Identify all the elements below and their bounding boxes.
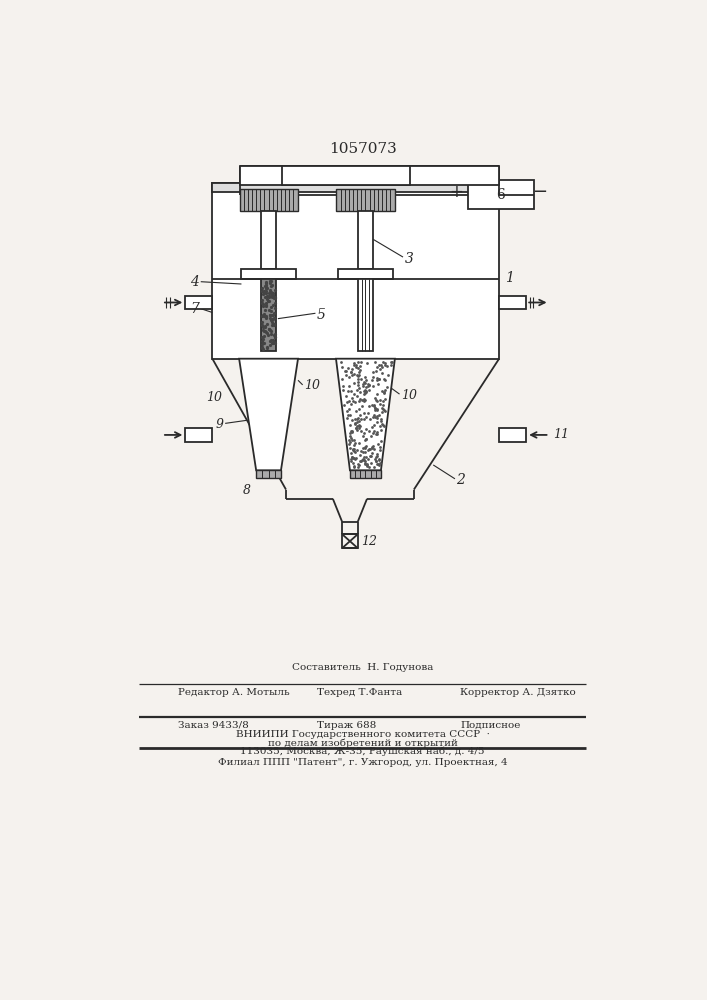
Bar <box>350 470 381 478</box>
Bar <box>282 166 410 185</box>
Bar <box>241 269 296 279</box>
Text: 7: 7 <box>190 302 199 316</box>
Bar <box>256 470 281 478</box>
Text: 2: 2 <box>457 473 465 487</box>
Text: Подписное: Подписное <box>460 721 521 730</box>
Text: ВНИИПИ Государственного комитета СССР  ·: ВНИИПИ Государственного комитета СССР · <box>236 730 490 739</box>
Text: Составитель  Н. Годунова: Составитель Н. Годунова <box>292 663 433 672</box>
Bar <box>337 189 395 211</box>
Polygon shape <box>239 359 298 470</box>
Text: −: − <box>532 183 547 201</box>
Text: 10: 10 <box>206 391 222 404</box>
Text: 5: 5 <box>317 308 326 322</box>
Bar <box>261 279 276 351</box>
Text: 8: 8 <box>243 484 251 497</box>
Bar <box>499 428 526 442</box>
Text: 113035, Москва, Ж-35, Раушская наб., д. 4/5: 113035, Москва, Ж-35, Раушская наб., д. … <box>240 747 485 756</box>
Bar <box>185 296 212 309</box>
Bar <box>212 183 499 192</box>
Bar <box>212 183 499 359</box>
Text: 1057073: 1057073 <box>329 142 397 156</box>
Text: 10: 10 <box>401 389 417 402</box>
Bar <box>499 296 526 309</box>
Polygon shape <box>336 359 395 470</box>
Text: Заказ 9433/8: Заказ 9433/8 <box>177 721 248 730</box>
Text: 3: 3 <box>404 252 414 266</box>
Bar <box>240 189 298 211</box>
Bar <box>261 211 276 269</box>
Text: 11: 11 <box>554 428 569 441</box>
Text: Тираж 688: Тираж 688 <box>317 721 376 730</box>
Text: по делам изобретений и открытий: по делам изобретений и открытий <box>268 738 457 748</box>
Text: 9: 9 <box>216 418 223 431</box>
Bar <box>339 269 392 279</box>
Text: Техред Т.Фанта: Техред Т.Фанта <box>317 688 402 697</box>
Text: Филиал ППП "Патент", г. Ужгород, ул. Проектная, 4: Филиал ППП "Патент", г. Ужгород, ул. Про… <box>218 758 508 767</box>
Bar <box>358 279 373 351</box>
Text: +: + <box>449 183 462 201</box>
Text: 12: 12 <box>361 535 377 548</box>
Text: 10: 10 <box>304 379 320 392</box>
Text: 1: 1 <box>506 271 514 285</box>
Bar <box>468 180 534 209</box>
Text: 4: 4 <box>190 275 199 289</box>
Text: Корректор А. Дзятко: Корректор А. Дзятко <box>460 688 576 697</box>
Bar <box>240 166 499 185</box>
Text: Редактор А. Мотыль: Редактор А. Мотыль <box>177 688 289 697</box>
Bar <box>185 428 212 442</box>
Text: 6: 6 <box>496 188 505 202</box>
Bar <box>342 534 358 548</box>
Bar <box>358 211 373 269</box>
